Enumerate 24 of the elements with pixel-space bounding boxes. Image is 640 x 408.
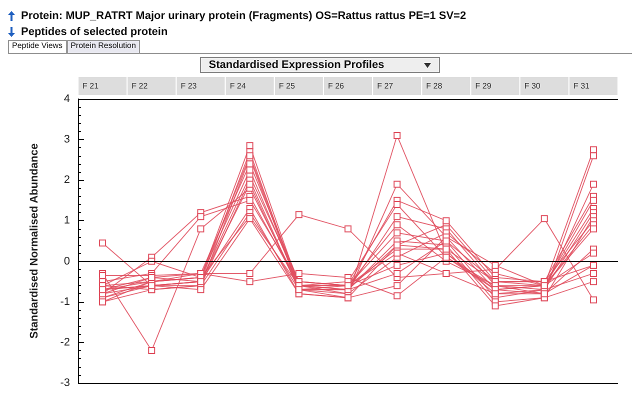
chart-subtitle: Peptides of selected protein — [21, 26, 168, 38]
x-tick-label: F 27 — [377, 82, 394, 90]
y-tick-label: 3 — [64, 134, 70, 146]
chart-title: Protein: MUP_RATRT Major urinary protein (Fragments) OS=Rattus rattus PE=1 SV=2 — [21, 10, 466, 22]
y-tick-label: 1 — [64, 214, 70, 227]
y-tick-label: 2 — [64, 174, 70, 186]
text: Peptide Views — [8, 40, 67, 53]
x-tick-label: F 23 — [180, 82, 198, 90]
y-tick-label: 4 — [64, 93, 70, 105]
x-tick-label: F 29 — [475, 82, 492, 90]
y-tick-label: -2 — [60, 336, 70, 348]
x-tick-label: F 25 — [278, 82, 296, 90]
x-tick-label: F 21 — [82, 82, 100, 90]
y-tick-label: 0 — [64, 255, 70, 268]
y-axis-title: Standardised Normalised Abundance — [28, 143, 40, 339]
x-tick-label: F 24 — [230, 82, 246, 90]
x-tick-label: F 30 — [524, 82, 541, 90]
text: Standardised Expression Profiles — [208, 59, 384, 71]
y-tick-label: -1 — [60, 296, 70, 308]
x-tick-label: F 26 — [328, 82, 345, 90]
x-tick-label: F 28 — [426, 82, 443, 90]
x-tick-label: F 31 — [573, 82, 590, 90]
x-tick-label: F 22 — [132, 82, 148, 90]
y-tick-label: -3 — [60, 377, 70, 389]
